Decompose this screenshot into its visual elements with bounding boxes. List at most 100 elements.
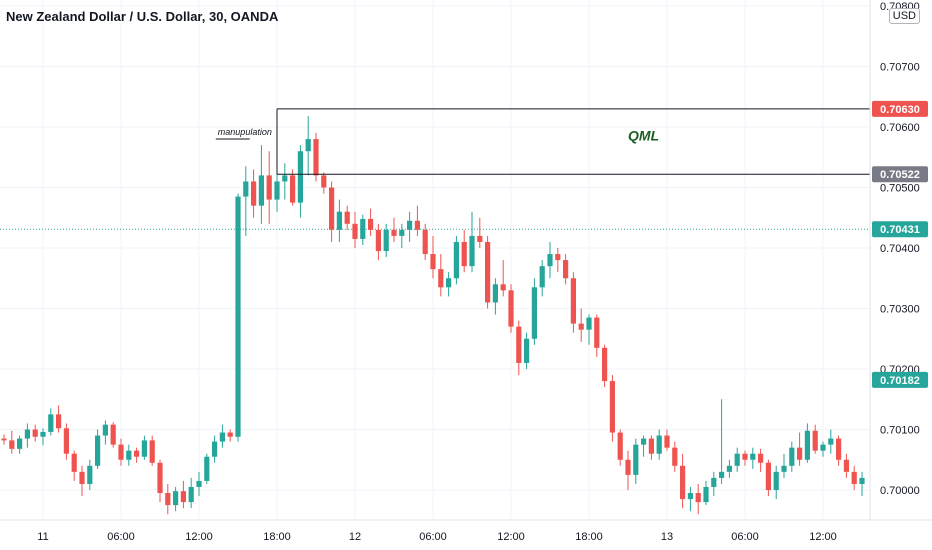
candle-body <box>204 456 210 481</box>
candle-body <box>516 326 522 363</box>
candle-body <box>812 430 818 451</box>
candle-body <box>79 471 85 484</box>
candle <box>219 424 225 448</box>
candle <box>641 435 647 457</box>
candle <box>680 453 686 509</box>
candle <box>313 133 319 182</box>
candle <box>407 211 413 242</box>
candle-body <box>609 381 615 433</box>
candle-body <box>773 471 779 490</box>
candle-body <box>274 181 280 200</box>
price-axis[interactable]: 0.700000.701000.702000.703000.704000.705… <box>880 1 920 497</box>
candle <box>539 260 545 297</box>
candle-body <box>781 465 787 472</box>
candle <box>851 465 857 490</box>
candle-body <box>336 211 342 230</box>
candle <box>758 448 764 472</box>
currency-badge[interactable]: USD <box>888 8 920 24</box>
price-tag-text: 0.70182 <box>880 375 920 387</box>
candle <box>71 450 77 481</box>
candle-body <box>243 181 249 197</box>
candle-body <box>578 323 584 330</box>
candle-body <box>531 287 537 339</box>
candle <box>1 434 7 445</box>
candle-body <box>118 444 124 460</box>
candle-body <box>765 462 771 490</box>
candle-body <box>407 220 413 230</box>
candle <box>804 423 810 463</box>
candle-body <box>1 438 7 441</box>
manipulation-label: manupulation <box>218 127 272 137</box>
qml-label: QML <box>628 127 659 143</box>
candle <box>87 459 93 490</box>
price-axis-tag: 0.70522 <box>872 166 928 183</box>
candle <box>563 254 569 285</box>
time-tick-label: 12:00 <box>497 531 525 543</box>
candle <box>812 424 818 454</box>
candle-body <box>430 254 436 270</box>
candle-body <box>399 229 405 236</box>
candle-body <box>329 187 335 230</box>
candle <box>134 447 140 463</box>
candle <box>95 429 101 469</box>
candle-body <box>102 424 108 436</box>
candle <box>570 272 576 333</box>
candle <box>633 438 639 484</box>
candle-body <box>24 429 30 439</box>
candle <box>438 254 444 297</box>
chart-title: New Zealand Dollar / U.S. Dollar, 30, OA… <box>6 9 279 24</box>
candle-body <box>625 459 631 475</box>
candle-body <box>383 229 389 252</box>
candle <box>9 430 15 454</box>
candle <box>797 432 803 466</box>
candle <box>40 428 46 446</box>
candle <box>149 435 155 466</box>
candle <box>726 459 732 478</box>
candle <box>828 429 834 454</box>
candle-body <box>797 447 803 460</box>
candle <box>352 211 358 248</box>
price-tag-bg <box>872 166 928 183</box>
time-axis[interactable]: 11 06:00 12:00 18:00 12 06:00 12:00 18:00 13 06:0… <box>37 531 836 543</box>
candle <box>461 229 467 273</box>
time-tick-label: 12:00 <box>185 531 213 543</box>
candle-body <box>656 435 662 454</box>
candle <box>102 420 108 445</box>
candle <box>750 447 756 469</box>
candle <box>625 450 631 490</box>
candle-body <box>196 480 202 487</box>
time-tick-label: 06:00 <box>419 531 447 543</box>
candle-body <box>134 450 140 457</box>
candle <box>773 465 779 500</box>
candle-body <box>344 211 350 224</box>
candle <box>196 471 202 497</box>
candle <box>24 423 30 448</box>
candle-body <box>789 447 795 466</box>
price-tick-label: 0.70300 <box>880 304 920 316</box>
time-tick-label: 06:00 <box>731 531 759 543</box>
candle-body <box>750 453 756 460</box>
candle-body <box>149 440 155 463</box>
candle-body <box>508 290 514 327</box>
candle <box>258 145 264 224</box>
price-tick-label: 0.70600 <box>880 122 920 134</box>
candle <box>594 314 600 357</box>
candle-body <box>17 438 23 449</box>
candle-body <box>594 317 600 348</box>
candle-body <box>360 218 366 239</box>
chart-grid <box>0 0 870 520</box>
time-tick-label: 12:00 <box>809 531 837 543</box>
candle-body <box>321 175 327 188</box>
candle <box>266 151 272 224</box>
candle <box>118 438 124 466</box>
candle <box>765 459 771 497</box>
candle-body <box>414 220 420 230</box>
candle-body <box>461 241 467 267</box>
candle-body <box>391 229 397 236</box>
candle <box>477 217 483 248</box>
candle <box>360 214 366 245</box>
candle-body <box>219 432 225 442</box>
candle <box>609 375 615 442</box>
candle <box>243 166 249 236</box>
